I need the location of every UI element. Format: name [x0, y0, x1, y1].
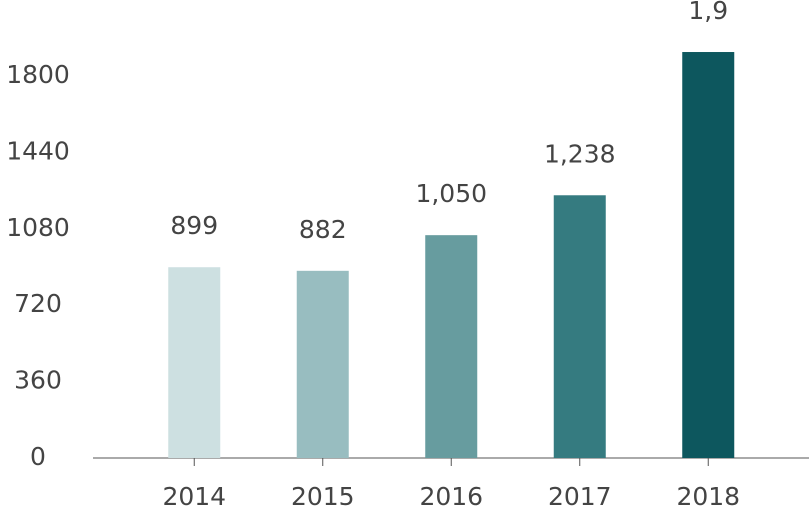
y-tick-label: 360: [14, 366, 62, 395]
bar: [168, 267, 221, 458]
value-label: 899: [170, 211, 218, 240]
y-tick-label: 0: [30, 442, 46, 471]
value-label: 1,050: [415, 179, 487, 208]
bar: [682, 52, 735, 458]
value-label: 882: [299, 215, 347, 244]
x-tick-label: 2016: [419, 482, 483, 511]
value-label: 1,238: [544, 139, 616, 168]
value-label: 1,9: [688, 0, 728, 25]
bar: [553, 195, 606, 458]
bar: [425, 235, 478, 458]
bar: [296, 270, 349, 458]
x-tick-label: 2017: [548, 482, 612, 511]
y-tick-label: 1080: [6, 213, 70, 242]
x-tick-label: 2014: [162, 482, 226, 511]
x-tick-label: 2015: [291, 482, 355, 511]
y-tick-label: 1440: [6, 136, 70, 165]
x-tick-label: 2018: [676, 482, 740, 511]
y-tick-label: 720: [14, 289, 62, 318]
y-tick-label: 1800: [6, 60, 70, 89]
